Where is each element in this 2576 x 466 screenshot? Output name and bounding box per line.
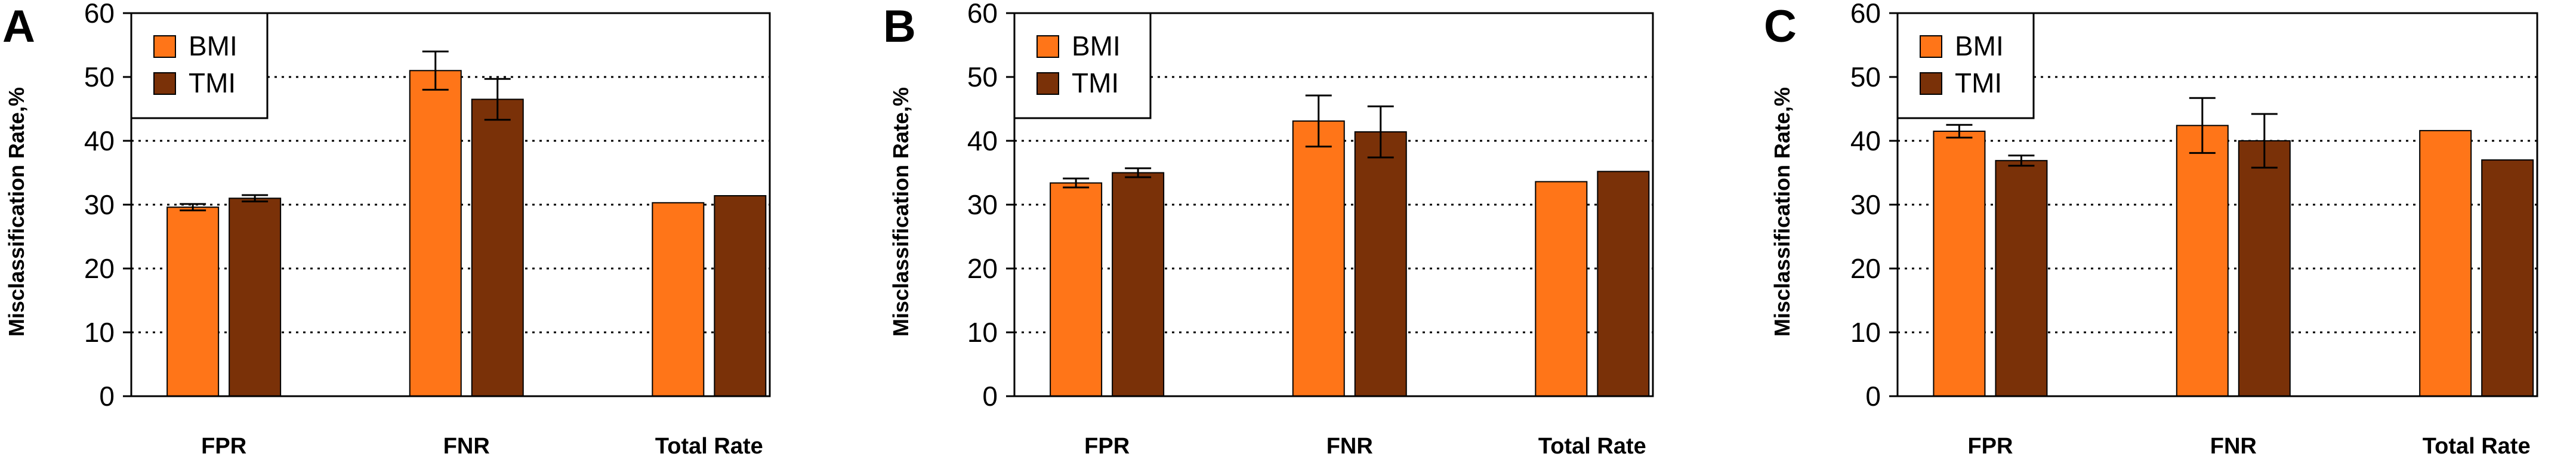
legend-label-bmi: BMI bbox=[1955, 30, 2004, 61]
legend-box bbox=[130, 12, 269, 119]
bar-bmi-fpr bbox=[1933, 130, 1986, 397]
bar-tmi-fpr bbox=[1995, 160, 2048, 397]
category-label: Total Rate bbox=[655, 434, 763, 459]
y-tick-label: 40 bbox=[84, 125, 115, 156]
bar-tmi-fpr bbox=[1112, 172, 1165, 397]
bar-bmi-total-rate bbox=[1535, 181, 1588, 397]
y-tick-label: 40 bbox=[1850, 125, 1881, 156]
y-axis-label: Misclassification Rate,% bbox=[1770, 87, 1794, 337]
y-tick-label: 40 bbox=[967, 125, 998, 156]
bar-bmi-fnr bbox=[1292, 120, 1345, 397]
bar-tmi-fnr bbox=[471, 98, 524, 397]
legend-label-tmi: TMI bbox=[189, 67, 236, 98]
bar-tmi-fpr bbox=[229, 197, 282, 397]
panel-letter: B bbox=[883, 1, 916, 52]
bar-bmi-total-rate bbox=[2419, 129, 2472, 397]
y-tick-label: 0 bbox=[982, 381, 998, 412]
panel-letter: C bbox=[1764, 1, 1797, 52]
y-tick-label: 50 bbox=[967, 61, 998, 92]
category-label: FPR bbox=[1084, 434, 1130, 459]
chart-panel-c: C FPR FNR Total Rate 0 10 20 30 40 50 60 Misclassif… bbox=[1764, 0, 2538, 459]
category-label: Total Rate bbox=[2423, 434, 2531, 459]
y-tick-label: 10 bbox=[84, 317, 115, 348]
y-axis-label: Misclassification Rate,% bbox=[4, 87, 29, 337]
bar-tmi-total-rate bbox=[2481, 159, 2534, 397]
y-tick-label: 10 bbox=[1850, 317, 1881, 348]
legend-label-tmi: TMI bbox=[1072, 67, 1119, 98]
y-tick-label: 20 bbox=[967, 253, 998, 284]
category-label: FNR bbox=[1326, 434, 1373, 459]
y-tick-label: 20 bbox=[84, 253, 115, 284]
y-tick-label: 60 bbox=[84, 0, 115, 29]
y-tick-label: 0 bbox=[1865, 381, 1881, 412]
legend-swatch-bmi bbox=[1036, 35, 1059, 58]
y-tick-label: 50 bbox=[1850, 61, 1881, 92]
legend-box bbox=[1013, 12, 1152, 119]
panel-letter: A bbox=[2, 1, 35, 52]
bar-tmi-fnr bbox=[1354, 131, 1407, 397]
bar-tmi-total-rate bbox=[1597, 171, 1650, 397]
bar-bmi-fpr bbox=[1050, 182, 1103, 397]
bar-bmi-fpr bbox=[166, 206, 220, 397]
y-tick-label: 60 bbox=[1850, 0, 1881, 29]
category-label: FPR bbox=[1967, 434, 2013, 459]
y-tick-label: 60 bbox=[967, 0, 998, 29]
legend-swatch-bmi bbox=[153, 35, 176, 58]
y-tick-label: 30 bbox=[84, 189, 115, 220]
legend-label-tmi: TMI bbox=[1955, 67, 2002, 98]
category-label: FNR bbox=[2210, 434, 2257, 459]
bar-bmi-total-rate bbox=[652, 202, 705, 397]
legend-swatch-tmi bbox=[1036, 72, 1059, 95]
legend-swatch-tmi bbox=[153, 72, 176, 95]
y-tick-label: 30 bbox=[1850, 189, 1881, 220]
category-label: FPR bbox=[201, 434, 246, 459]
y-tick-label: 50 bbox=[84, 61, 115, 92]
bar-tmi-fnr bbox=[2238, 140, 2291, 397]
legend-label-bmi: BMI bbox=[1072, 30, 1121, 61]
legend-swatch-tmi bbox=[1920, 72, 1942, 95]
y-tick-label: 10 bbox=[967, 317, 998, 348]
y-axis-label: Misclassification Rate,% bbox=[889, 87, 913, 337]
y-tick-label: 30 bbox=[967, 189, 998, 220]
bar-tmi-total-rate bbox=[714, 195, 767, 397]
legend-swatch-bmi bbox=[1920, 35, 1942, 58]
y-tick-label: 20 bbox=[1850, 253, 1881, 284]
legend-label-bmi: BMI bbox=[189, 30, 237, 61]
bar-bmi-fnr bbox=[409, 70, 462, 397]
category-label: Total Rate bbox=[1538, 434, 1646, 459]
legend-box bbox=[1896, 12, 2035, 119]
chart-panel-a: A FPR FNR Total Rate 0 10 20 30 40 50 60 Misclassif… bbox=[2, 0, 771, 459]
bar-bmi-fnr bbox=[2176, 125, 2229, 397]
category-label: FNR bbox=[443, 434, 490, 459]
y-tick-label: 0 bbox=[99, 381, 115, 412]
chart-panel-b: B FPR FNR Total Rate 0 10 20 30 40 50 60 Misclassif… bbox=[883, 0, 1654, 459]
